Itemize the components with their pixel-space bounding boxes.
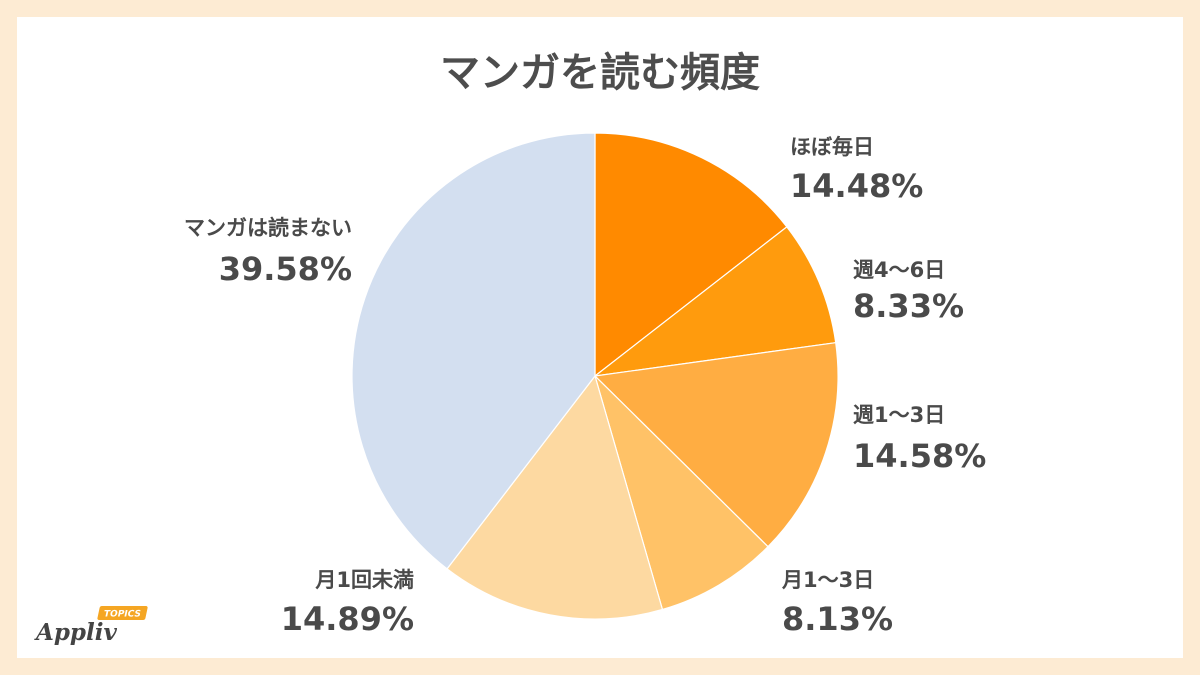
slice-label-3: 週1〜3日: [853, 403, 945, 427]
pie-slice-3: [593, 342, 839, 548]
pie-slice-2: [592, 225, 837, 377]
pie-slice-5: [446, 374, 664, 620]
appliv-logo-text: Appliv: [34, 619, 117, 646]
topics-badge-text: TOPICS: [103, 610, 142, 620]
slice-value-5: 14.89%: [281, 600, 414, 638]
slice-value-3: 14.58%: [853, 437, 986, 475]
slice-label-4: 月1〜3日: [781, 568, 874, 592]
chart-title: マンガを読む頻度: [440, 50, 760, 96]
slice-value-6: 39.58%: [219, 250, 352, 288]
topics-badge-background: [97, 606, 148, 620]
slice-value-1: 14.48%: [790, 167, 923, 205]
slice-value-4: 8.13%: [782, 600, 893, 638]
slice-label-6: マンガは読まない: [184, 216, 352, 240]
slice-label-5: 月1回未満: [314, 568, 414, 592]
pie-chart: [351, 132, 839, 620]
pie-labels: ほぼ毎日 14.48% 週4〜6日 8.33% 週1〜3日 14.58% 月1〜3日 8.13…: [184, 135, 986, 638]
slice-label-2: 週4〜6日: [853, 258, 945, 282]
pie-slice-6: [351, 132, 596, 570]
pie-slice-1: [594, 132, 788, 378]
appliv-topics-logo: TOPICS Appliv: [34, 606, 148, 646]
pie-slice-4: [593, 373, 769, 611]
slice-value-2: 8.33%: [853, 287, 964, 325]
slice-label-1: ほぼ毎日: [790, 135, 874, 159]
topics-badge: TOPICS: [97, 606, 148, 620]
